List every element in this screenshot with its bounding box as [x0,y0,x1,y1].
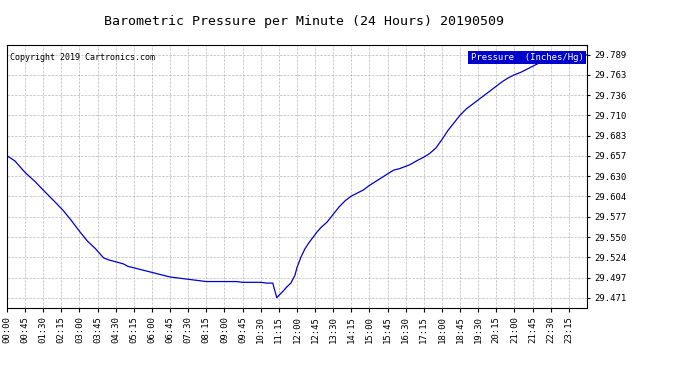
Text: Pressure  (Inches/Hg): Pressure (Inches/Hg) [471,53,584,62]
Text: Barometric Pressure per Minute (24 Hours) 20190509: Barometric Pressure per Minute (24 Hours… [104,15,504,28]
Text: Copyright 2019 Cartronics.com: Copyright 2019 Cartronics.com [10,53,155,62]
